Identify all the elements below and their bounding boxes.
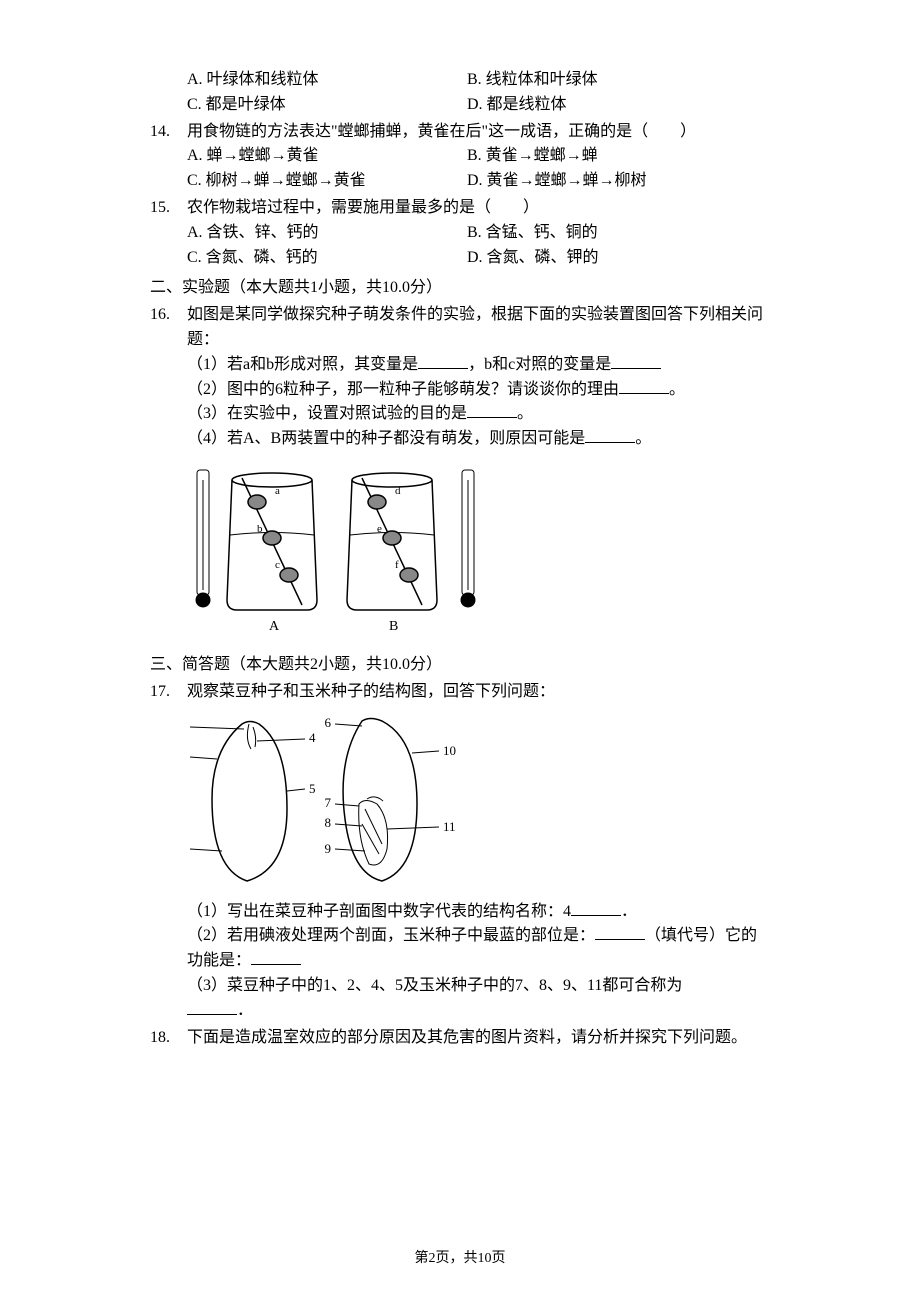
q17-figure: 1 2 3 4 5 <box>187 709 770 894</box>
q16-l4b: 。 <box>517 405 533 422</box>
q16-number: 16. <box>150 303 187 635</box>
q14-options-row2: C. 柳树→蝉→螳螂→黄雀 D. 黄雀→螳螂→蝉→柳树 <box>187 169 770 194</box>
question-17: 17. 观察菜豆种子和玉米种子的结构图，回答下列问题： 1 2 <box>150 680 770 1024</box>
q14-optD: D. 黄雀→螳螂→蝉→柳树 <box>467 169 770 194</box>
q16-l5a: （4）若A、B两装置中的种子都没有萌发，则原因可能是 <box>187 430 585 447</box>
seed-e-label: e <box>377 523 382 535</box>
blank <box>595 924 645 940</box>
q15-optD: D. 含氮、磷、钾的 <box>467 246 770 271</box>
q17-p1-text: （1）写出在菜豆种子剖面图中数字代表的结构名称：4 <box>187 903 571 920</box>
q16-l2: （1）若a和b形成对照，其变量是 ，b和c对照的变量是 <box>187 353 770 378</box>
label-7: 7 <box>325 795 332 810</box>
q18-l1: 下面是造成温室效应的部分原因及其危害的图片资料，请分析并探究下列问题。 <box>187 1026 770 1051</box>
q16-l2b: ，b和c对照的变量是 <box>468 356 611 373</box>
q16-l3: （2）图中的6粒种子，那一粒种子能够萌发？请谈谈你的理由 。 <box>187 378 770 403</box>
section3-title: 三、简答题（本大题共2小题，共10.0分） <box>150 653 770 678</box>
q17-l1: 观察菜豆种子和玉米种子的结构图，回答下列问题： <box>187 680 770 705</box>
beaker-diagram: a b c A d e f B <box>187 460 507 635</box>
question-16: 16. 如图是某同学做探究种子萌发条件的实验，根据下面的实验装置图回答下列相关问… <box>150 303 770 635</box>
q17-p2: （2）若用碘液处理两个剖面，玉米种子中最蓝的部位是：（填代号）它的功能是： <box>187 924 770 974</box>
q16-l3a: （2）图中的6粒种子，那一粒种子能够萌发？请谈谈你的理由 <box>187 381 619 398</box>
seed-b-label: b <box>257 523 263 535</box>
blank <box>418 353 468 369</box>
blank <box>619 378 669 394</box>
q16-body: 如图是某同学做探究种子萌发条件的实验，根据下面的实验装置图回答下列相关问题： （… <box>187 303 770 635</box>
prev-optD: D. 都是线粒体 <box>467 93 770 118</box>
blank <box>467 402 517 418</box>
q16-l1: 如图是某同学做探究种子萌发条件的实验，根据下面的实验装置图回答下列相关问题： <box>187 303 770 353</box>
q14-number: 14. <box>150 120 187 194</box>
beaker-b-label: B <box>389 619 398 634</box>
q14-text: 用食物链的方法表达"螳螂捕蝉，黄雀在后"这一成语，正确的是（ ） <box>187 120 770 145</box>
seed-f-label: f <box>395 559 399 571</box>
q17-number: 17. <box>150 680 187 1024</box>
label-9: 9 <box>325 841 332 856</box>
label-6: 6 <box>325 715 332 730</box>
q16-l5: （4）若A、B两装置中的种子都没有萌发，则原因可能是 。 <box>187 427 770 452</box>
q15-optC: C. 含氮、磷、钙的 <box>187 246 467 271</box>
q17-p3b-text: ． <box>237 1002 253 1019</box>
blank <box>571 900 621 916</box>
q18-number: 18. <box>150 1026 187 1051</box>
label-11: 11 <box>443 819 456 834</box>
blank <box>251 949 301 965</box>
q16-l4a: （3）在实验中，设置对照试验的目的是 <box>187 405 467 422</box>
q15-number: 15. <box>150 196 187 270</box>
beaker-a-label: A <box>269 619 280 634</box>
label-5: 5 <box>309 781 316 796</box>
q14-options-row1: A. 蝉→螳螂→黄雀 B. 黄雀→螳螂→蝉 <box>187 144 770 169</box>
q15-optA: A. 含铁、锌、钙的 <box>187 221 467 246</box>
blank <box>611 353 661 369</box>
section2-title: 二、实验题（本大题共1小题，共10.0分） <box>150 276 770 301</box>
seed-a-label: a <box>275 485 280 497</box>
blank <box>585 427 635 443</box>
q16-l5b: 。 <box>635 430 651 447</box>
q14-body: 用食物链的方法表达"螳螂捕蝉，黄雀在后"这一成语，正确的是（ ） A. 蝉→螳螂… <box>187 120 770 194</box>
question-14: 14. 用食物链的方法表达"螳螂捕蝉，黄雀在后"这一成语，正确的是（ ） A. … <box>150 120 770 194</box>
q16-figure: a b c A d e f B <box>187 460 770 635</box>
q15-options-row1: A. 含铁、锌、钙的 B. 含锰、钙、铜的 <box>187 221 770 246</box>
blank <box>187 999 237 1015</box>
q17-p1b: ． <box>621 903 637 920</box>
q16-l4: （3）在实验中，设置对照试验的目的是 。 <box>187 402 770 427</box>
q18-body: 下面是造成温室效应的部分原因及其危害的图片资料，请分析并探究下列问题。 <box>187 1026 770 1051</box>
prev-optC: C. 都是叶绿体 <box>187 93 467 118</box>
prev-question-options-row1: A. 叶绿体和线粒体 B. 线粒体和叶绿体 <box>187 68 770 93</box>
q17-p1: （1）写出在菜豆种子剖面图中数字代表的结构名称：4 ． <box>187 900 770 925</box>
question-15: 15. 农作物栽培过程中，需要施用量最多的是（ ） A. 含铁、锌、钙的 B. … <box>150 196 770 270</box>
q14-optB: B. 黄雀→螳螂→蝉 <box>467 144 770 169</box>
prev-optA: A. 叶绿体和线粒体 <box>187 68 467 93</box>
label-8: 8 <box>325 815 332 830</box>
q16-l2a: （1）若a和b形成对照，其变量是 <box>187 356 418 373</box>
q16-l3b: 。 <box>669 381 685 398</box>
page-footer: 第2页，共10页 <box>0 1248 920 1270</box>
q15-optB: B. 含锰、钙、铜的 <box>467 221 770 246</box>
q17-p3-text: （3）菜豆种子中的1、2、4、5及玉米种子中的7、8、9、11都可合称为 <box>187 977 682 994</box>
q17-p3: （3）菜豆种子中的1、2、4、5及玉米种子中的7、8、9、11都可合称为 <box>187 974 770 999</box>
seed-c-label: c <box>275 559 280 571</box>
q14-optA: A. 蝉→螳螂→黄雀 <box>187 144 467 169</box>
q17-body: 观察菜豆种子和玉米种子的结构图，回答下列问题： 1 2 3 <box>187 680 770 1024</box>
question-18: 18. 下面是造成温室效应的部分原因及其危害的图片资料，请分析并探究下列问题。 <box>150 1026 770 1051</box>
q15-options-row2: C. 含氮、磷、钙的 D. 含氮、磷、钾的 <box>187 246 770 271</box>
q15-body: 农作物栽培过程中，需要施用量最多的是（ ） A. 含铁、锌、钙的 B. 含锰、钙… <box>187 196 770 270</box>
label-4: 4 <box>309 730 316 745</box>
q17-p2a: （2）若用碘液处理两个剖面，玉米种子中最蓝的部位是： <box>187 927 595 944</box>
q17-p3b: ． <box>187 999 770 1024</box>
q14-optC: C. 柳树→蝉→螳螂→黄雀 <box>187 169 467 194</box>
label-10: 10 <box>443 743 456 758</box>
prev-question-options-row2: C. 都是叶绿体 D. 都是线粒体 <box>187 93 770 118</box>
prev-optB: B. 线粒体和叶绿体 <box>467 68 770 93</box>
seed-d-label: d <box>395 485 401 497</box>
q15-text: 农作物栽培过程中，需要施用量最多的是（ ） <box>187 196 770 221</box>
seed-diagram: 1 2 3 4 5 <box>187 709 467 894</box>
